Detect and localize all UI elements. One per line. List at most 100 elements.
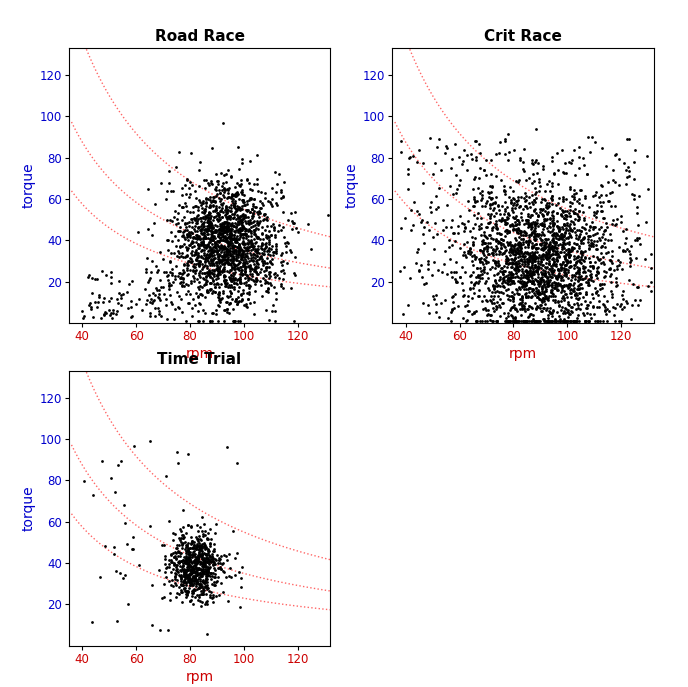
Point [239, 210, 250, 221]
Point [508, 275, 519, 286]
Point [557, 315, 568, 326]
Point [459, 218, 470, 229]
Point [217, 586, 228, 597]
Point [531, 238, 542, 249]
Point [153, 306, 164, 317]
Point [532, 258, 543, 269]
Point [564, 262, 575, 273]
Point [220, 216, 231, 227]
Point [203, 209, 214, 220]
Point [568, 218, 579, 229]
Point [209, 556, 220, 567]
Point [233, 258, 244, 269]
Point [222, 192, 233, 203]
Point [548, 228, 559, 239]
Point [566, 245, 577, 256]
Point [597, 298, 608, 309]
Point [552, 229, 563, 240]
Point [206, 592, 217, 603]
Point [233, 213, 244, 224]
Point [211, 247, 222, 258]
Point [563, 227, 574, 238]
Point [152, 303, 163, 314]
Point [200, 581, 211, 592]
Point [237, 228, 248, 239]
Point [220, 233, 231, 244]
Point [404, 152, 415, 163]
Point [228, 269, 239, 280]
Point [202, 571, 213, 582]
Point [202, 287, 213, 298]
X-axis label: rpm: rpm [186, 347, 213, 361]
Point [259, 258, 270, 269]
Point [519, 255, 530, 266]
Point [217, 218, 228, 229]
Point [561, 217, 572, 228]
Point [191, 570, 202, 581]
Point [186, 543, 197, 554]
Point [242, 238, 253, 249]
Point [248, 252, 259, 263]
Point [199, 274, 210, 285]
Point [538, 254, 549, 264]
Point [213, 282, 224, 293]
Point [523, 217, 534, 228]
Point [485, 199, 496, 210]
Point [564, 308, 575, 319]
Point [148, 295, 159, 306]
Point [201, 552, 212, 563]
Point [174, 221, 185, 232]
Point [563, 251, 574, 262]
Point [213, 589, 224, 600]
Point [178, 202, 189, 213]
Point [502, 253, 513, 264]
Point [264, 225, 275, 236]
Point [264, 232, 275, 243]
Point [543, 266, 554, 277]
Point [552, 248, 563, 259]
Point [225, 233, 236, 244]
Point [197, 273, 208, 284]
Point [515, 201, 526, 212]
Point [150, 289, 161, 300]
Point [231, 186, 242, 197]
Point [226, 287, 237, 298]
Point [232, 231, 243, 242]
Point [531, 231, 542, 242]
Point [166, 575, 178, 586]
Point [483, 284, 494, 295]
Point [517, 278, 528, 289]
Point [552, 284, 563, 295]
Point [219, 243, 230, 254]
Point [228, 212, 239, 223]
Point [592, 285, 603, 296]
Point [466, 293, 477, 304]
Point [182, 256, 193, 267]
Point [499, 274, 510, 285]
Point [217, 266, 228, 277]
Point [548, 234, 559, 245]
Point [123, 598, 134, 609]
Point [180, 554, 191, 565]
Point [161, 293, 172, 304]
Point [567, 301, 578, 312]
Point [131, 299, 142, 310]
Point [202, 552, 213, 563]
Point [568, 284, 579, 295]
Point [233, 239, 244, 250]
Point [195, 580, 206, 591]
Point [547, 282, 558, 293]
Point [528, 269, 539, 280]
Point [194, 298, 205, 309]
Point [496, 267, 507, 278]
Point [458, 247, 469, 258]
Point [169, 567, 180, 578]
Point [227, 249, 238, 260]
Point [463, 291, 474, 302]
Point [193, 276, 204, 287]
Point [179, 239, 190, 250]
Point [524, 301, 535, 312]
Point [522, 218, 533, 229]
Point [237, 216, 248, 227]
Point [224, 239, 235, 250]
